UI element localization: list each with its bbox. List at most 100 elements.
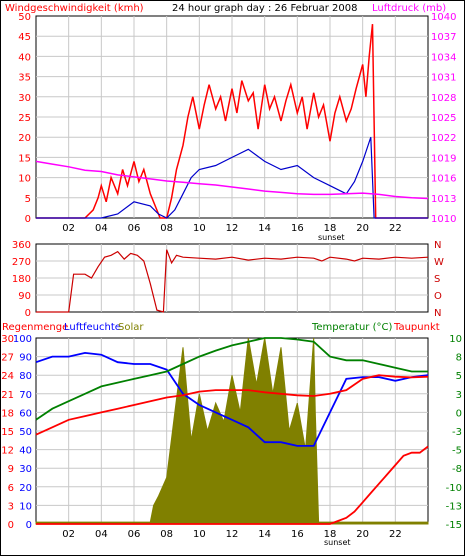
y-tick-label: N [434, 308, 441, 319]
series-line-windgeschwindigkeit [36, 24, 428, 219]
y-tick-label: -5 [452, 446, 462, 457]
y-tick-label: 1034 [431, 52, 456, 63]
y-tick-label: 270 [12, 257, 31, 268]
wind-series [35, 24, 429, 219]
x-tick-label: 16 [291, 223, 304, 234]
y-tick-label: 1031 [431, 73, 456, 84]
direction-degree-ticks: 0 90 180 270 360 [12, 240, 31, 319]
x-tick-label: 20 [356, 223, 369, 234]
y-tick-label: 35 [18, 73, 31, 84]
y-tick-label: 80 [19, 371, 32, 382]
y-tick-label: 1037 [431, 32, 456, 43]
y-tick-label: 180 [12, 274, 31, 285]
x-tick-label: 20 [356, 529, 369, 540]
y-tick-label: 10 [18, 174, 31, 185]
y-tick-label: 50 [18, 12, 31, 23]
y-tick-label: 0 [25, 214, 31, 225]
solar-axis-label: Solar [118, 322, 144, 333]
y-tick-label: 0 [8, 520, 14, 531]
y-tick-label: 8 [456, 353, 462, 364]
temperature-y-ticks: -15 -13 -10 -8 -5 -3 0 3 5 8 10 [446, 334, 462, 531]
x-tick-label: 08 [160, 223, 173, 234]
y-tick-label: W [434, 257, 444, 268]
y-tick-label: O [434, 291, 442, 302]
y-tick-label: 0 [26, 520, 32, 531]
climate-panel: Regenmenge Luftfeuchte Solar Temperatur … [1, 322, 462, 547]
y-tick-label: 1025 [431, 113, 456, 124]
y-tick-label: 3 [8, 501, 14, 512]
y-tick-label: -15 [446, 520, 462, 531]
y-tick-label: 60 [19, 408, 32, 419]
y-tick-label: -3 [452, 427, 462, 438]
direction-series [36, 249, 429, 313]
series-line-windgeschwindigkeit-mittel [36, 137, 428, 219]
y-tick-label: 20 [19, 483, 32, 494]
x-tick-label: 18 [324, 223, 337, 234]
x-tick-label: 14 [258, 529, 271, 540]
sunset-label-bottom: sunset [324, 538, 351, 547]
rain-y-ticks: 0 3 6 9 12 15 18 21 24 27 30 [1, 334, 14, 531]
wind-y-ticks: 0 5 10 15 20 25 30 35 40 45 50 [18, 12, 31, 225]
x-tick-label: 10 [193, 529, 206, 540]
x-tick-label: 02 [62, 529, 75, 540]
humidity-axis-label: Luftfeuchte [64, 322, 121, 333]
y-tick-label: 90 [18, 291, 31, 302]
wind-x-ticks: 02 04 06 08 10 12 14 16 18 20 22 [62, 223, 401, 234]
sunset-label: sunset [318, 233, 345, 242]
series-area-solar [35, 337, 429, 525]
x-tick-label: 04 [95, 529, 108, 540]
y-tick-label: 30 [18, 93, 31, 104]
climate-x-ticks: 02 04 06 08 10 12 14 16 18 20 22 [62, 529, 401, 540]
chart-title: 24 hour graph day : 26 Februar 2008 [172, 3, 357, 14]
x-tick-label: 18 [324, 529, 337, 540]
y-tick-label: 9 [8, 464, 14, 475]
y-tick-label: 5 [456, 371, 462, 382]
y-tick-label: 15 [1, 427, 14, 438]
y-tick-label: N [434, 240, 441, 251]
y-tick-label: 10 [449, 334, 462, 345]
y-tick-label: 25 [18, 113, 31, 124]
y-tick-label: 50 [19, 427, 32, 438]
pressure-y-ticks: 1010 1013 1016 1019 1022 1025 1028 1031 1034 1037… [431, 12, 456, 225]
y-tick-label: 360 [12, 240, 31, 251]
y-tick-label: 20 [18, 133, 31, 144]
y-tick-label: 1028 [431, 93, 456, 104]
y-tick-label: 10 [19, 501, 32, 512]
x-tick-label: 04 [95, 223, 108, 234]
y-tick-label: 100 [13, 334, 32, 345]
y-tick-label: 30 [1, 334, 14, 345]
y-tick-label: 70 [19, 390, 32, 401]
y-tick-label: 0 [456, 408, 462, 419]
y-tick-label: S [434, 274, 440, 285]
x-tick-label: 12 [226, 223, 239, 234]
y-tick-label: 1010 [431, 214, 456, 225]
x-tick-label: 02 [62, 223, 75, 234]
wind-pressure-panel: Windgeschwindigkeit (kmh) 24 hour graph … [5, 3, 456, 242]
rain-axis-label: Regenmenge [2, 322, 68, 333]
humidity-y-ticks: 0 10 20 30 40 50 60 70 80 90 100 [13, 334, 32, 531]
pressure-axis-label: Luftdruck (mb) [372, 3, 446, 14]
y-tick-label: -13 [446, 501, 462, 512]
climate-series [35, 337, 429, 525]
x-tick-label: 08 [160, 529, 173, 540]
series-line-luftdruck [35, 160, 429, 200]
series-line-temperatur [35, 337, 428, 421]
y-tick-label: 40 [19, 446, 32, 457]
temperature-axis-label: Temperatur (°C) [311, 322, 392, 333]
x-tick-label: 16 [291, 529, 304, 540]
series-line-luftfeuchte [35, 351, 429, 447]
y-tick-label: 24 [1, 371, 14, 382]
x-tick-label: 22 [389, 529, 402, 540]
x-tick-label: 12 [226, 529, 239, 540]
y-tick-label: 30 [19, 464, 32, 475]
x-tick-label: 22 [389, 223, 402, 234]
y-tick-label: 1019 [431, 153, 456, 164]
series-line-wind-direction [36, 249, 429, 313]
y-tick-label: 15 [18, 153, 31, 164]
y-tick-label: -10 [446, 483, 462, 494]
y-tick-label: 1013 [431, 194, 456, 205]
y-tick-label: 12 [1, 446, 14, 457]
